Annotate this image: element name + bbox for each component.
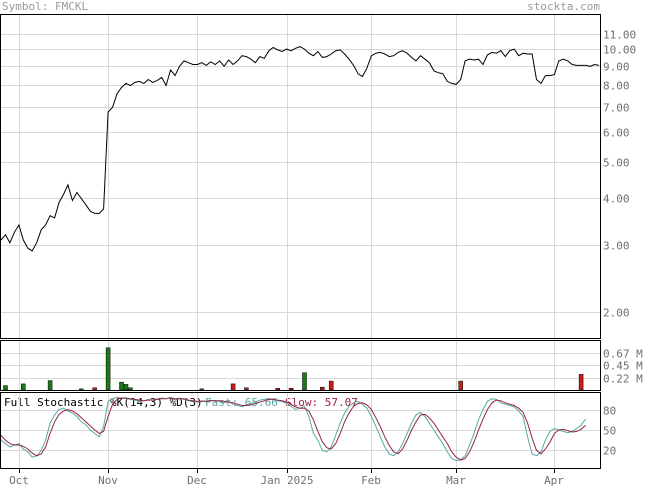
price-tick-label: 4.00 xyxy=(603,193,630,206)
x-axis: Oct Nov Dec Jan 2025 Feb Mar Apr xyxy=(9,468,564,486)
price-tick-label: 10.00 xyxy=(603,44,636,57)
volume-bar xyxy=(123,384,129,391)
stochastic-panel: Full Stochastic %K(14,3) %D(3) Fast: 65.… xyxy=(0,392,616,469)
x-tick-label: Jan 2025 xyxy=(261,474,314,486)
price-tick-label: 8.00 xyxy=(603,80,630,93)
price-tick-label: 2.00 xyxy=(603,307,630,320)
stochastic-tick-label: 20 xyxy=(603,445,616,458)
volume-bar xyxy=(578,374,584,391)
volume-bar xyxy=(288,388,294,391)
stochastic-slow-line xyxy=(0,397,586,461)
stochastic-fast-line xyxy=(0,396,587,462)
volume-bar xyxy=(230,383,236,391)
price-tick-label: 7.00 xyxy=(603,102,630,115)
panel-border xyxy=(0,340,601,391)
price-series-line xyxy=(0,46,600,252)
price-panel: 11.00 10.00 9.00 8.00 7.00 6.00 5.00 4.00 3.00 2.… xyxy=(0,14,636,339)
stochastic-title: Full Stochastic %K(14,3) %D(3) xyxy=(4,396,203,409)
volume-tick-label: 0.67 M xyxy=(603,348,643,361)
volume-bar xyxy=(275,388,280,391)
price-tick-label: 11.00 xyxy=(603,29,636,42)
stochastic-tick-label: 80 xyxy=(603,405,616,418)
x-tick-label: Oct xyxy=(9,474,29,486)
volume-bar xyxy=(21,383,26,391)
x-tick-label: Mar xyxy=(446,474,466,486)
price-tick-label: 9.00 xyxy=(603,61,630,74)
volume-tick-label: 0.22 M xyxy=(603,373,643,386)
stochastic-fast-label: Fast: 65.66 xyxy=(205,396,278,409)
stochastic-slow-label: Slow: 57.07 xyxy=(285,396,358,409)
volume-bar xyxy=(47,380,53,391)
volume-bar xyxy=(320,386,325,391)
panel-border xyxy=(0,392,601,469)
price-tick-label: 6.00 xyxy=(603,127,630,140)
volume-panel: 0.67 M0.45 M0.22 M xyxy=(0,340,643,391)
stochastic-tick-label: 50 xyxy=(603,425,616,438)
panel-border xyxy=(0,14,601,339)
volume-bar xyxy=(199,388,205,391)
volume-bar xyxy=(458,380,463,391)
volume-bar xyxy=(119,381,124,391)
volume-bar xyxy=(244,387,249,391)
volume-bar xyxy=(79,388,84,391)
x-tick-label: Feb xyxy=(361,474,381,486)
volume-bar xyxy=(3,385,8,391)
site-label: stockta.com xyxy=(527,0,600,13)
symbol-label: Symbol: FMCKL xyxy=(2,0,89,13)
volume-bar xyxy=(105,347,111,391)
x-tick-label: Dec xyxy=(187,474,207,486)
volume-bar xyxy=(128,387,133,391)
price-tick-label: 3.00 xyxy=(603,240,630,253)
x-tick-label: Nov xyxy=(98,474,118,486)
volume-bar xyxy=(92,387,97,391)
volume-bar xyxy=(302,372,307,391)
volume-bar xyxy=(328,380,334,391)
volume-tick-label: 0.45 M xyxy=(603,360,643,373)
x-tick-label: Apr xyxy=(544,474,564,486)
price-tick-label: 5.00 xyxy=(603,157,630,170)
